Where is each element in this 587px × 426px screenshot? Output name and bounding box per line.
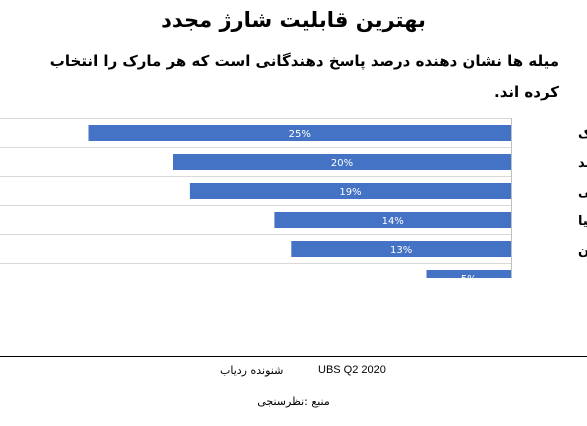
bar	[88, 125, 511, 141]
survey-label: UBS Q2 2020	[318, 364, 386, 376]
bar	[274, 212, 511, 228]
category-label: استارکی	[578, 185, 587, 200]
chart-subtitle: میله ها نشان دهنده درصد پاسخ دهندگانی اس…	[49, 52, 559, 101]
tracker-name: شنونده ردیاب	[220, 364, 284, 377]
category-label: اتیکن	[578, 243, 587, 258]
footer-info: شنونده ردیاب UBS Q2 2020	[0, 364, 587, 380]
bar-value-label: 5%	[461, 274, 477, 278]
bar-value-label: 19%	[339, 187, 361, 198]
bar	[291, 241, 511, 257]
category-label: ویدکس	[578, 272, 587, 278]
bar	[173, 154, 511, 170]
bar	[426, 270, 511, 278]
footer-divider	[0, 356, 587, 357]
source-note: منبع :نظرسنجی	[257, 395, 330, 408]
bar-value-label: 20%	[331, 158, 353, 169]
category-label: سیگنیا	[578, 213, 587, 229]
bar	[189, 183, 511, 199]
bar-value-label: 14%	[382, 216, 404, 227]
bar-value-label: 13%	[390, 245, 412, 256]
chart-title: بهترین قابلیت شارژ مجدد	[161, 8, 426, 32]
category-label: ریساند	[578, 156, 587, 171]
bar-chart: 25% فوناک 20% ریساند 19% استارکی 14% سیگنیا 13% ا…	[0, 118, 587, 278]
bar-value-label: 25%	[289, 129, 311, 140]
category-label: فوناک	[578, 127, 587, 142]
